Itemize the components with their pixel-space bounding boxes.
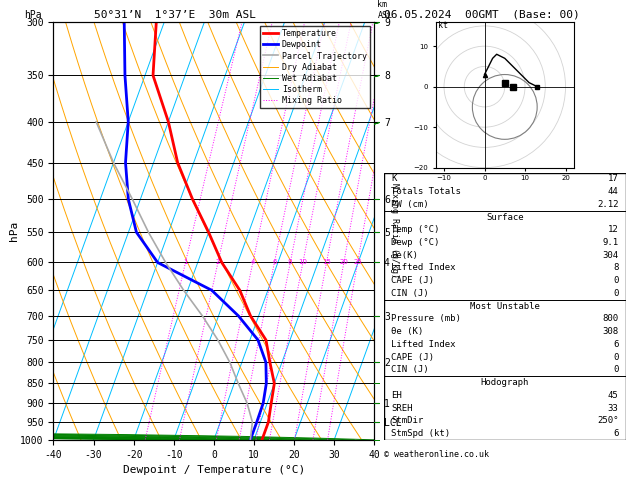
- Text: 0: 0: [613, 365, 618, 374]
- Text: 8: 8: [613, 263, 618, 273]
- Text: Temp (°C): Temp (°C): [391, 226, 439, 234]
- Text: CIN (J): CIN (J): [391, 365, 428, 374]
- Text: 6: 6: [613, 429, 618, 438]
- Text: 8: 8: [288, 260, 292, 265]
- Text: Mixing Ratio (g/kg): Mixing Ratio (g/kg): [390, 183, 399, 278]
- Text: 2.12: 2.12: [597, 200, 618, 209]
- Text: 2: 2: [216, 260, 220, 265]
- Text: 6: 6: [272, 260, 277, 265]
- Text: Lifted Index: Lifted Index: [391, 340, 455, 349]
- Text: 33: 33: [608, 403, 618, 413]
- Text: 20: 20: [340, 260, 348, 265]
- Text: 0: 0: [613, 353, 618, 362]
- Text: hPa: hPa: [25, 10, 42, 20]
- Text: 4: 4: [250, 260, 255, 265]
- Text: 6: 6: [613, 340, 618, 349]
- Text: 12: 12: [608, 226, 618, 234]
- Text: StmDir: StmDir: [391, 416, 423, 425]
- Title: 50°31’N  1°37’E  30m ASL: 50°31’N 1°37’E 30m ASL: [94, 10, 257, 20]
- Text: 15: 15: [322, 260, 331, 265]
- Text: θe(K): θe(K): [391, 251, 418, 260]
- Text: Totals Totals: Totals Totals: [391, 187, 461, 196]
- Text: 17: 17: [608, 174, 618, 183]
- Text: Most Unstable: Most Unstable: [470, 302, 540, 311]
- Text: PW (cm): PW (cm): [391, 200, 428, 209]
- Text: 308: 308: [603, 327, 618, 336]
- Legend: Temperature, Dewpoint, Parcel Trajectory, Dry Adiabat, Wet Adiabat, Isotherm, Mi: Temperature, Dewpoint, Parcel Trajectory…: [260, 26, 370, 108]
- Text: © weatheronline.co.uk: © weatheronline.co.uk: [384, 450, 489, 459]
- Text: EH: EH: [391, 391, 402, 400]
- Text: 304: 304: [603, 251, 618, 260]
- Text: Pressure (mb): Pressure (mb): [391, 314, 461, 323]
- Text: 0: 0: [613, 276, 618, 285]
- Text: 1: 1: [183, 260, 187, 265]
- Text: CAPE (J): CAPE (J): [391, 353, 434, 362]
- Text: CIN (J): CIN (J): [391, 289, 428, 298]
- Text: km
ASL: km ASL: [377, 0, 392, 20]
- Text: Lifted Index: Lifted Index: [391, 263, 455, 273]
- Text: 10: 10: [298, 260, 308, 265]
- Text: 45: 45: [608, 391, 618, 400]
- Text: StmSpd (kt): StmSpd (kt): [391, 429, 450, 438]
- Text: 800: 800: [603, 314, 618, 323]
- Text: 250°: 250°: [597, 416, 618, 425]
- Y-axis label: hPa: hPa: [9, 221, 19, 241]
- Text: Dewp (°C): Dewp (°C): [391, 238, 439, 247]
- Text: K: K: [391, 174, 396, 183]
- Text: 25: 25: [353, 260, 362, 265]
- Text: 06.05.2024  00GMT  (Base: 00): 06.05.2024 00GMT (Base: 00): [384, 9, 579, 19]
- Text: CAPE (J): CAPE (J): [391, 276, 434, 285]
- Text: 44: 44: [608, 187, 618, 196]
- Text: SREH: SREH: [391, 403, 413, 413]
- X-axis label: Dewpoint / Temperature (°C): Dewpoint / Temperature (°C): [123, 465, 305, 475]
- Text: kt: kt: [438, 21, 448, 30]
- Text: 0: 0: [613, 289, 618, 298]
- Text: Surface: Surface: [486, 212, 523, 222]
- Text: θe (K): θe (K): [391, 327, 423, 336]
- Text: 9.1: 9.1: [603, 238, 618, 247]
- Text: Hodograph: Hodograph: [481, 378, 529, 387]
